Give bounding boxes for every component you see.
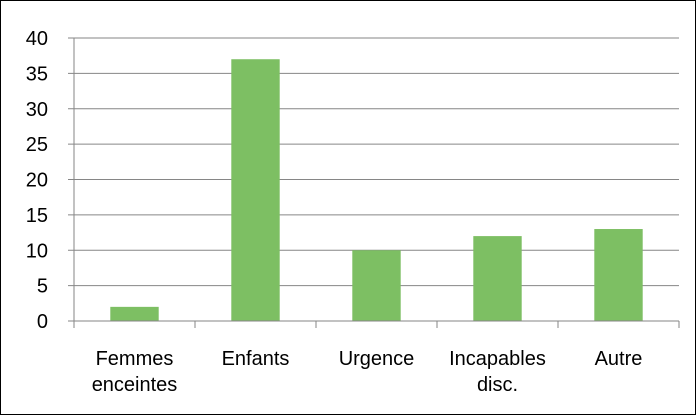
bars (110, 59, 643, 321)
y-tick-label-20: 20 (26, 170, 48, 192)
y-tick-label-35: 35 (26, 63, 48, 85)
x-category-label-0-0: Femmes (96, 348, 174, 370)
labels: 0 5 10 15 20 25 30 35 40 Femmes enceintes Enfants Ur… (26, 28, 643, 396)
y-tick-label-25: 25 (26, 134, 48, 156)
y-tick-label-40: 40 (26, 28, 48, 50)
x-category-label-4-0: Autre (595, 348, 643, 370)
x-category-label-2-0: Urgence (339, 348, 415, 370)
y-tick-label-10: 10 (26, 240, 48, 262)
y-tick-label-30: 30 (26, 99, 48, 121)
y-tick-label-15: 15 (26, 205, 48, 227)
bar-0 (110, 306, 159, 321)
y-tick-label-5: 5 (37, 276, 48, 298)
x-category-label-3-1: disc. (477, 374, 518, 396)
axes (68, 37, 680, 328)
bar-1 (231, 59, 280, 321)
x-category-label-1-0: Enfants (222, 348, 290, 370)
x-category-label-3-0: Incapables (449, 348, 546, 370)
bar-2 (352, 250, 401, 321)
gridlines (74, 37, 679, 287)
bar-4 (594, 229, 643, 321)
bar-3 (473, 236, 522, 321)
x-category-label-0-1: enceintes (92, 374, 178, 396)
y-tick-label-0: 0 (37, 311, 48, 333)
